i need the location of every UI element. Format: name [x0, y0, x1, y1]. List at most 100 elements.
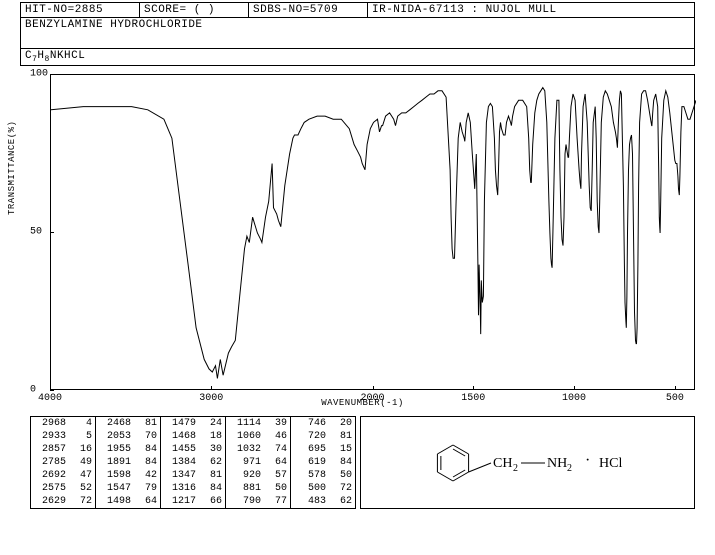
- score: SCORE= ( ): [140, 3, 249, 17]
- header-row: HIT-NO=2885 SCORE= ( ) SDBS-NO=5709 IR-N…: [20, 2, 695, 18]
- table-row: 111439: [226, 417, 290, 430]
- table-row: 29684: [31, 417, 95, 430]
- wavenumber-cell: 1060: [226, 430, 264, 443]
- table-row: 285716: [31, 443, 95, 456]
- table-row: 72081: [291, 430, 355, 443]
- compound-name: BENZYLAMINE HYDROCHLORIDE: [20, 18, 695, 49]
- x-tick-label: 2000: [360, 393, 384, 404]
- table-row: 103274: [226, 443, 290, 456]
- y-tick-label: 100: [30, 69, 48, 80]
- value-cell: 77: [264, 495, 290, 508]
- table-row: 97164: [226, 456, 290, 469]
- value-cell: 72: [329, 482, 355, 495]
- table-row: 278549: [31, 456, 95, 469]
- svg-text:CH: CH: [493, 456, 512, 471]
- value-cell: 84: [329, 456, 355, 469]
- peak-tables: 29684293352857162785492692472575522629 72…: [30, 416, 356, 509]
- value-cell: 24: [199, 417, 225, 430]
- value-cell: 64: [134, 495, 160, 508]
- table-row: 189184: [96, 456, 160, 469]
- table-row: 74620: [291, 417, 355, 430]
- wavenumber-cell: 2933: [31, 430, 69, 443]
- table-row: 88150: [226, 482, 290, 495]
- table-row: 149864: [96, 495, 160, 508]
- table-row: 106046: [226, 430, 290, 443]
- table-row: 147924: [161, 417, 225, 430]
- value-cell: 49: [69, 456, 95, 469]
- wavenumber-cell: 1598: [96, 469, 134, 482]
- table-row: 92057: [226, 469, 290, 482]
- x-tick-label: 1000: [562, 393, 586, 404]
- table-row: 134781: [161, 469, 225, 482]
- wavenumber-cell: 1955: [96, 443, 134, 456]
- wavenumber-cell: 1479: [161, 417, 199, 430]
- table-row: 29335: [31, 430, 95, 443]
- y-tick-label: 0: [30, 385, 36, 396]
- value-cell: 74: [264, 443, 290, 456]
- value-cell: 5: [69, 430, 95, 443]
- peak-table: 11143910604610327497164920578815079077: [225, 416, 290, 509]
- value-cell: 79: [134, 482, 160, 495]
- peak-table: 2468812053701955841891841598421547791498…: [95, 416, 160, 509]
- svg-text:2: 2: [513, 463, 518, 474]
- table-row: 61984: [291, 456, 355, 469]
- wavenumber-cell: 2629: [31, 495, 69, 508]
- formula: C7H8NKHCL: [20, 49, 695, 66]
- value-cell: 50: [329, 469, 355, 482]
- wavenumber-cell: 971: [226, 456, 264, 469]
- table-row: 205370: [96, 430, 160, 443]
- value-cell: 81: [329, 430, 355, 443]
- value-cell: 15: [329, 443, 355, 456]
- wavenumber-cell: 500: [291, 482, 329, 495]
- value-cell: 52: [69, 482, 95, 495]
- wavenumber-cell: 1384: [161, 456, 199, 469]
- svg-text:2: 2: [567, 463, 572, 474]
- wavenumber-cell: 2692: [31, 469, 69, 482]
- value-cell: 30: [199, 443, 225, 456]
- peak-table: 74620720816951561984578505007248362: [290, 416, 356, 509]
- wavenumber-cell: 2968: [31, 417, 69, 430]
- peak-table: 1479241468181455301384621347811316841217…: [160, 416, 225, 509]
- value-cell: 66: [199, 495, 225, 508]
- table-row: 146818: [161, 430, 225, 443]
- wavenumber-cell: 1316: [161, 482, 199, 495]
- table-row: 257552: [31, 482, 95, 495]
- value-cell: 50: [264, 482, 290, 495]
- wavenumber-cell: 1347: [161, 469, 199, 482]
- value-cell: 81: [134, 417, 160, 430]
- peak-table: 2968429335285716278549269247257552262972: [30, 416, 95, 509]
- table-row: 195584: [96, 443, 160, 456]
- value-cell: 16: [69, 443, 95, 456]
- table-row: 138462: [161, 456, 225, 469]
- value-cell: 62: [329, 495, 355, 508]
- wavenumber-cell: 483: [291, 495, 329, 508]
- y-axis-label: TRANSMITTANCE(%): [7, 121, 17, 215]
- x-tick-label: 500: [666, 393, 684, 404]
- svg-text:NH: NH: [547, 456, 567, 471]
- wavenumber-cell: 1498: [96, 495, 134, 508]
- wavenumber-cell: 695: [291, 443, 329, 456]
- table-row: 48362: [291, 495, 355, 508]
- x-tick-label: 1500: [461, 393, 485, 404]
- x-tick-label: 4000: [38, 393, 62, 404]
- value-cell: 20: [329, 417, 355, 430]
- svg-text:HCl: HCl: [599, 456, 622, 471]
- wavenumber-cell: 790: [226, 495, 264, 508]
- value-cell: 62: [199, 456, 225, 469]
- table-row: 154779: [96, 482, 160, 495]
- wavenumber-cell: 2053: [96, 430, 134, 443]
- y-tick-label: 50: [30, 227, 42, 238]
- wavenumber-cell: 1468: [161, 430, 199, 443]
- wavenumber-cell: 619: [291, 456, 329, 469]
- value-cell: 46: [264, 430, 290, 443]
- value-cell: 84: [134, 443, 160, 456]
- table-row: 79077: [226, 495, 290, 508]
- svg-text:·: ·: [585, 452, 590, 469]
- wavenumber-cell: 2785: [31, 456, 69, 469]
- wavenumber-cell: 2857: [31, 443, 69, 456]
- spectrum-chart: TRANSMITTANCE(%) WAVENUMBER(-1) 05010040…: [30, 70, 695, 410]
- wavenumber-cell: 1217: [161, 495, 199, 508]
- value-cell: 57: [264, 469, 290, 482]
- wavenumber-cell: 1455: [161, 443, 199, 456]
- value-cell: 47: [69, 469, 95, 482]
